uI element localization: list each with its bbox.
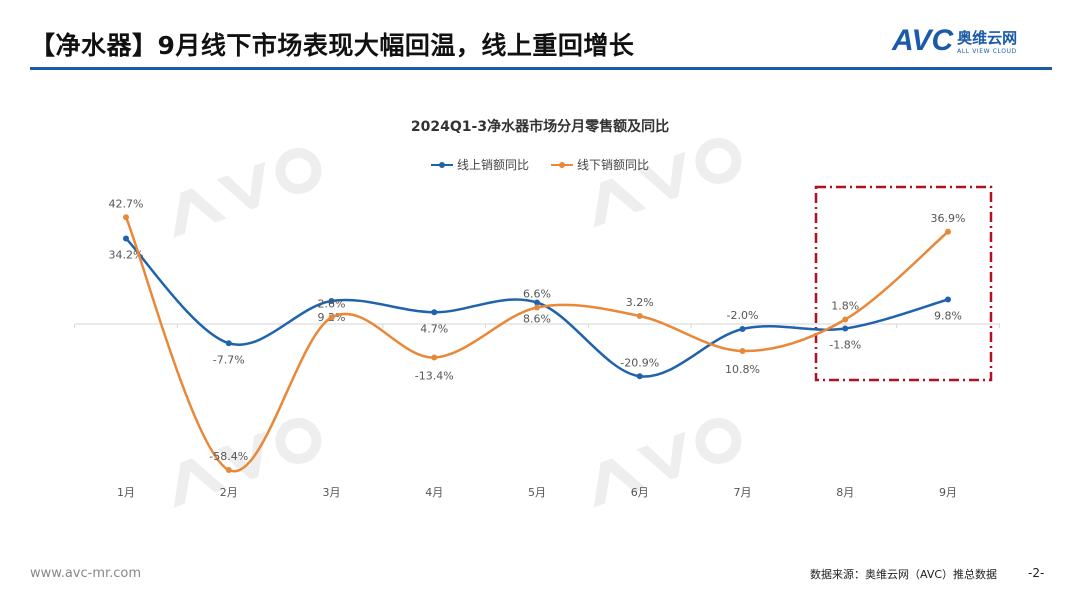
- watermark-logo: [593, 137, 742, 228]
- legend-online: 线上销额同比: [430, 156, 529, 173]
- legend-offline: 线下销额同比: [551, 156, 649, 173]
- data-source: 数据来源：奥维云网（AVC）推总数据: [810, 568, 998, 581]
- header-divider: [30, 67, 1052, 70]
- data-label: 36.9%: [931, 212, 966, 225]
- data-point: [739, 326, 746, 332]
- data-point: [534, 299, 540, 306]
- x-tick-label: 4月: [425, 486, 443, 499]
- data-point: [945, 296, 951, 303]
- data-point: [123, 214, 129, 221]
- data-label: -2.0%: [727, 309, 759, 322]
- data-point: [534, 304, 540, 311]
- x-tick-label: 1月: [117, 486, 135, 499]
- avc-logo: AVC 奥维云网 ALL VIEW CLOUD: [892, 24, 1018, 57]
- data-point: [328, 298, 335, 304]
- data-label: -58.4%: [209, 450, 248, 463]
- data-point: [431, 354, 438, 361]
- x-tick-label: 3月: [323, 486, 341, 499]
- data-point: [431, 309, 438, 316]
- data-label: 6.6%: [523, 288, 551, 301]
- data-point: [739, 348, 746, 354]
- x-tick-label: 8月: [836, 486, 854, 499]
- data-point: [842, 325, 849, 332]
- data-label: 2.6%: [318, 298, 346, 311]
- data-point: [842, 316, 849, 323]
- data-label: 1.8%: [831, 300, 859, 313]
- data-label: -7.7%: [213, 353, 245, 366]
- x-tick-label: 6月: [631, 486, 649, 499]
- x-tick-label: 7月: [734, 486, 752, 499]
- highlight-box: [814, 185, 993, 382]
- data-point: [636, 373, 643, 380]
- data-point: [945, 228, 951, 235]
- chart-legend: 线上销额同比 线下销额同比: [0, 156, 1080, 173]
- chart-title: 2024Q1-3净水器市场分月零售额及同比: [410, 119, 670, 135]
- data-label: 10.8%: [725, 363, 760, 376]
- data-label: 3.2%: [626, 296, 654, 309]
- data-label: 4.7%: [420, 322, 448, 335]
- data-label: -13.4%: [415, 370, 454, 383]
- data-point: [225, 467, 232, 473]
- data-point: [636, 313, 643, 319]
- x-tick-label: 9月: [939, 486, 957, 499]
- data-label: -1.8%: [829, 339, 861, 352]
- website-url: www.avc-mr.com: [30, 566, 142, 581]
- data-label: 42.7%: [109, 197, 144, 210]
- data-point: [123, 235, 129, 242]
- watermark-logo: [173, 417, 322, 508]
- data-point: [328, 314, 335, 321]
- data-label: -20.9%: [620, 356, 659, 369]
- watermark-logo: [593, 417, 742, 508]
- page-number: -2-: [1028, 566, 1045, 580]
- data-label: 8.6%: [523, 313, 551, 326]
- data-label: 9.8%: [934, 310, 962, 323]
- data-point: [225, 340, 232, 347]
- x-tick-label: 2月: [220, 486, 238, 499]
- data-label: 34.2%: [109, 249, 144, 262]
- x-tick-label: 5月: [528, 486, 546, 499]
- page-title: 【净水器】9月线下市场表现大幅回温，线上重回增长: [30, 31, 635, 60]
- watermark-logo: [173, 147, 322, 238]
